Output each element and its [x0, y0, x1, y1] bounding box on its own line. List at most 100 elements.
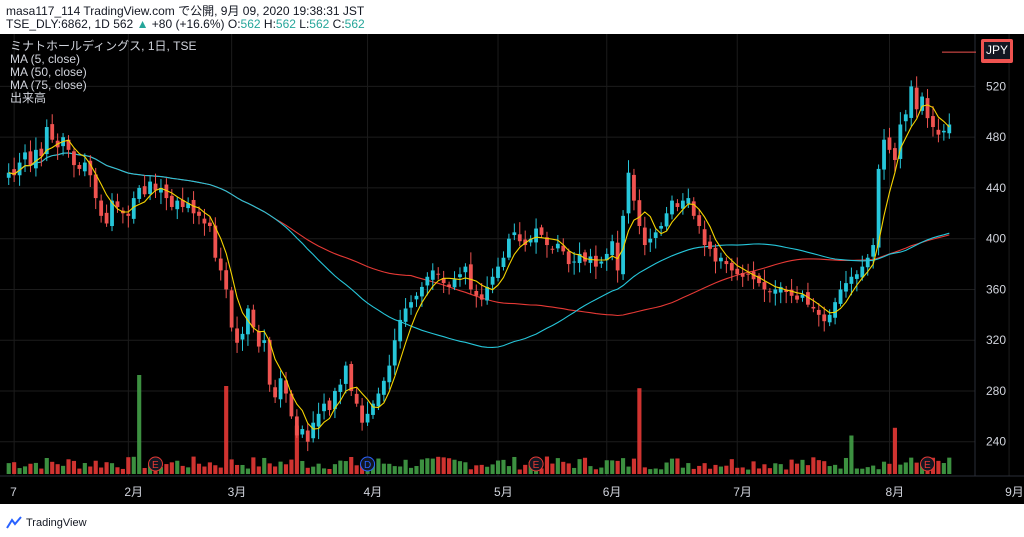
- event-marker-label: E: [152, 460, 159, 471]
- volume-bar: [196, 463, 202, 474]
- candle-body: [463, 266, 468, 273]
- candle-body: [316, 413, 321, 427]
- candle-body: [436, 273, 441, 275]
- volume-bar: [653, 468, 658, 474]
- volume-bar: [702, 463, 707, 474]
- candle-body: [838, 289, 843, 304]
- candle-body: [789, 289, 794, 296]
- candle-body: [365, 413, 370, 423]
- volume-bar: [229, 459, 234, 474]
- candle-body: [485, 286, 490, 301]
- candle-body: [207, 222, 212, 227]
- time-tick-label: 4月: [364, 485, 383, 499]
- legend-ma75[interactable]: MA (75, close): [10, 78, 87, 92]
- candle-body: [300, 429, 305, 435]
- volume-bar: [675, 458, 680, 474]
- event-marker-label: E: [533, 460, 540, 471]
- candle-body: [159, 187, 163, 193]
- candle-body: [920, 96, 925, 111]
- candle-body: [148, 181, 152, 195]
- volume-bar: [664, 462, 669, 474]
- up-arrow-icon: ▲: [136, 17, 149, 31]
- currency-badge[interactable]: JPY: [981, 39, 1013, 63]
- volume-bar: [707, 468, 713, 474]
- volume-bar: [305, 467, 310, 474]
- candle-body: [903, 114, 908, 122]
- volume-bar: [332, 464, 337, 474]
- candle-body: [273, 387, 278, 398]
- candle-body: [169, 195, 174, 207]
- volume-bar: [631, 458, 637, 474]
- event-marker: [528, 456, 544, 472]
- legend-volume[interactable]: 出来高: [10, 91, 47, 105]
- candle-body: [284, 380, 288, 394]
- candle-body: [914, 87, 919, 110]
- candle-body: [550, 248, 555, 250]
- volume-bar: [789, 459, 794, 474]
- candle-body: [425, 276, 430, 286]
- volume-bar: [892, 427, 897, 474]
- price-tick-label: 440: [986, 181, 1006, 195]
- volume-bar: [316, 463, 321, 474]
- volume-bar: [289, 459, 294, 474]
- candle-body: [708, 241, 712, 249]
- volume-bar: [713, 464, 718, 474]
- volume-bar: [827, 466, 832, 474]
- candle-body: [235, 328, 239, 343]
- volume-bar: [381, 463, 386, 474]
- candle-body: [452, 279, 457, 288]
- price-tick-label: 520: [986, 79, 1006, 93]
- volume-bar: [881, 461, 887, 474]
- candle-body: [479, 294, 484, 300]
- price-chart[interactable]: 240 280 320 360 400 440 480 520 7 2月 3月 4月 5月 6月 7月 8月 9…: [0, 34, 1024, 504]
- candle-body: [82, 162, 87, 172]
- legend-ma5[interactable]: MA (5, close): [10, 52, 81, 66]
- volume-bar: [202, 466, 207, 474]
- time-tick-label: 8月: [885, 485, 904, 499]
- volume-bar: [398, 466, 403, 474]
- candle-body: [697, 215, 702, 227]
- chart-area[interactable]: 240 280 320 360 400 440 480 520 7 2月 3月 4月 5月 6月 7月 8月 9…: [0, 34, 1024, 504]
- volume-bar: [33, 462, 38, 474]
- volume-bar: [441, 457, 446, 474]
- price-tick-label: 400: [986, 232, 1006, 246]
- volume-bar: [936, 460, 941, 474]
- volume-bar: [354, 465, 359, 474]
- candle-body: [387, 365, 392, 383]
- volume-bar: [648, 469, 653, 474]
- volume-bar: [66, 459, 71, 474]
- candle-body: [670, 200, 674, 215]
- candle-body: [795, 295, 799, 300]
- volume-bar: [6, 463, 11, 474]
- candle-body: [599, 261, 604, 264]
- high-value: 562: [275, 17, 296, 31]
- candle-body: [517, 234, 522, 242]
- time-tick-label: 7: [10, 485, 17, 499]
- candle-body: [496, 266, 500, 278]
- volume-bar: [637, 388, 642, 474]
- candle-body: [360, 405, 365, 423]
- volume-bar: [463, 462, 468, 474]
- low-label: L:: [299, 17, 310, 31]
- volume-bar: [833, 464, 838, 474]
- legend-ma50[interactable]: MA (50, close): [10, 65, 87, 79]
- volume-bar: [860, 468, 865, 474]
- volume-bar: [82, 463, 87, 474]
- currency-label: JPY: [984, 42, 1010, 59]
- volume-bar: [822, 461, 827, 474]
- volume-bar: [186, 467, 191, 474]
- volume-bar: [871, 465, 876, 474]
- time-tick-label: 2月: [124, 485, 143, 499]
- candle-body: [767, 291, 772, 293]
- volume-bar: [311, 466, 316, 474]
- volume-bar: [506, 466, 511, 474]
- volume-bar: [474, 465, 479, 474]
- chart-header: masa117_114 TradingView.com で公開, 9月 09, …: [0, 0, 1024, 34]
- volume-bar: [376, 458, 381, 474]
- candle-body: [854, 274, 859, 279]
- candle-body: [322, 403, 326, 412]
- volume-bar: [349, 456, 354, 474]
- volume-bar: [338, 460, 343, 474]
- volume-bar: [680, 467, 685, 474]
- candle-body: [333, 390, 337, 410]
